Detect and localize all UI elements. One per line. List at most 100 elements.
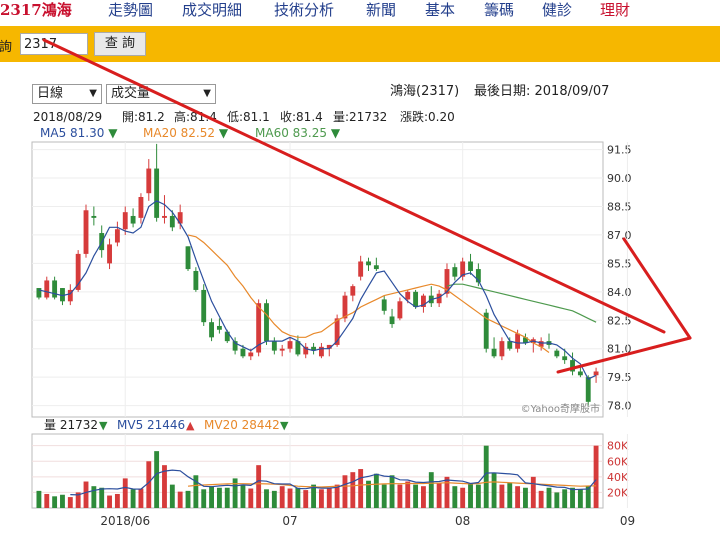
candle-body [460, 261, 466, 277]
indicator-select-value: 成交量 [111, 86, 151, 101]
candle-body [593, 371, 599, 376]
volume-bar [413, 484, 419, 508]
candle-body [248, 352, 254, 357]
candle-body [499, 341, 505, 357]
nav-checkup[interactable]: 健診 [542, 1, 573, 19]
volume-bar [279, 486, 285, 508]
candle-body [154, 168, 160, 218]
volume-bar [295, 487, 301, 508]
ma60-line [446, 283, 597, 323]
nav-trend[interactable]: 走勢圖 [108, 1, 154, 19]
chevron-down-icon: ▼ [203, 88, 211, 99]
volume-bar [530, 476, 536, 508]
price-tick-label: 84.0 [607, 286, 632, 299]
volume-bar [593, 445, 599, 508]
volume-bar [585, 486, 591, 508]
ma5-legend: MA5 81.30 ▼ [40, 126, 118, 140]
volume-bar [444, 476, 450, 508]
candle-body [538, 341, 544, 347]
volume-bar [405, 481, 411, 508]
volume-bar [209, 486, 214, 508]
candle-body [75, 253, 81, 290]
nav-basic[interactable]: 基本 [425, 1, 456, 19]
candle-body [491, 348, 497, 357]
nav-technical[interactable]: 技術分析 [274, 1, 335, 19]
down-arrow-icon: ▼ [280, 419, 289, 432]
candle-body [114, 229, 120, 243]
volume-bar [264, 489, 269, 508]
query-button[interactable]: 查 詢 [94, 32, 146, 56]
price-tick-label: 91.5 [607, 144, 632, 157]
top-nav: 2317鴻海 走勢圖 成交明細 技術分析 新聞 基本 籌碼 健診 理財 [0, 0, 720, 24]
nav-news[interactable]: 新聞 [366, 1, 397, 19]
candle-body [562, 356, 568, 361]
candle-body [67, 289, 73, 302]
candle-body [209, 322, 214, 338]
volume-bar [240, 484, 246, 508]
volume-bar [350, 472, 356, 508]
price-tick-label: 79.5 [607, 371, 632, 384]
volume-bar [499, 484, 505, 508]
candle-body [185, 246, 191, 270]
volume-bar [271, 490, 277, 508]
info-date: 2018/08/29 [33, 110, 103, 124]
info-change: 漲跌:0.20 [400, 110, 455, 124]
candle-body [554, 350, 560, 357]
candle-body [264, 303, 269, 342]
candle-body [256, 303, 262, 353]
candle-body [507, 341, 513, 349]
candle-body [452, 267, 458, 277]
period-select[interactable]: 日線 ▼ [32, 84, 102, 104]
candle-body [523, 337, 528, 344]
volume-bar [523, 487, 528, 508]
candle-body [224, 331, 230, 342]
candle-body [334, 318, 340, 345]
volume-bar [75, 492, 81, 508]
volume-bar [483, 445, 489, 508]
volume-bar [436, 483, 442, 508]
nav-chips[interactable]: 籌碼 [484, 1, 515, 19]
candle-body [436, 293, 442, 304]
ma5-line [38, 200, 597, 380]
volume-bar [201, 489, 207, 508]
candle-body [232, 341, 238, 351]
volume-bar [491, 472, 497, 508]
candle-body [585, 377, 591, 402]
candle-body [177, 212, 183, 224]
nav-trades[interactable]: 成交明細 [182, 1, 243, 19]
candle-body [295, 341, 301, 355]
candle-body [326, 344, 332, 349]
volume-tick-label: 20K [607, 486, 629, 499]
candle-body [468, 261, 473, 271]
mv5-line [70, 469, 597, 496]
stock-title[interactable]: 2317鴻海 [0, 1, 72, 19]
chevron-down-icon: ▼ [89, 88, 97, 99]
info-high: 高:81.4 [174, 110, 217, 124]
candle-body [271, 341, 277, 351]
volume-tick-label: 80K [607, 440, 629, 453]
volume-bar [389, 475, 395, 508]
volume-bar [421, 486, 426, 508]
annotation-line [622, 237, 692, 340]
volume-bar [554, 492, 560, 508]
volume-bar [44, 493, 50, 508]
down-arrow-icon: ▼ [99, 419, 108, 432]
volume-bar [91, 486, 97, 508]
nav-finance[interactable]: 理財 [600, 1, 631, 19]
candle-body [475, 269, 481, 283]
volume-bar [177, 491, 183, 508]
candle-body [358, 261, 364, 277]
price-tick-label: 88.5 [607, 200, 632, 213]
candle-body [60, 288, 65, 302]
candle-body [405, 291, 411, 300]
volume-bar [475, 484, 481, 508]
volume-bar [318, 489, 324, 508]
price-tick-label: 81.0 [607, 343, 632, 356]
candle-body [279, 348, 285, 351]
x-tick-label: 09 [620, 514, 635, 528]
volume-bar [114, 493, 120, 508]
x-tick-label: 07 [282, 514, 297, 528]
candle-body [146, 168, 152, 194]
volume-bar [185, 490, 191, 508]
